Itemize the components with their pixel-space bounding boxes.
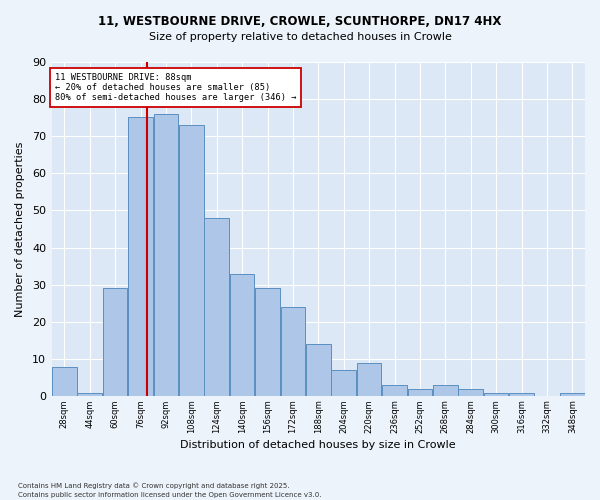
Text: Size of property relative to detached houses in Crowle: Size of property relative to detached ho… <box>149 32 451 42</box>
Bar <box>458 389 483 396</box>
Bar <box>205 218 229 396</box>
Text: 11, WESTBOURNE DRIVE, CROWLE, SCUNTHORPE, DN17 4HX: 11, WESTBOURNE DRIVE, CROWLE, SCUNTHORPE… <box>98 15 502 28</box>
Bar <box>255 288 280 397</box>
Y-axis label: Number of detached properties: Number of detached properties <box>15 142 25 316</box>
Bar <box>128 118 153 396</box>
X-axis label: Distribution of detached houses by size in Crowle: Distribution of detached houses by size … <box>181 440 456 450</box>
Bar <box>407 389 432 396</box>
Bar <box>331 370 356 396</box>
Bar <box>560 392 584 396</box>
Text: Contains public sector information licensed under the Open Government Licence v3: Contains public sector information licen… <box>18 492 322 498</box>
Bar <box>382 385 407 396</box>
Bar <box>357 363 382 396</box>
Bar <box>154 114 178 397</box>
Bar <box>484 392 508 396</box>
Bar <box>230 274 254 396</box>
Bar <box>179 125 203 396</box>
Text: 11 WESTBOURNE DRIVE: 88sqm
← 20% of detached houses are smaller (85)
80% of semi: 11 WESTBOURNE DRIVE: 88sqm ← 20% of deta… <box>55 72 296 102</box>
Bar <box>433 385 458 396</box>
Text: Contains HM Land Registry data © Crown copyright and database right 2025.: Contains HM Land Registry data © Crown c… <box>18 482 290 489</box>
Bar <box>281 307 305 396</box>
Bar <box>52 366 77 396</box>
Bar <box>103 288 127 397</box>
Bar <box>306 344 331 397</box>
Bar <box>77 392 102 396</box>
Bar <box>509 392 534 396</box>
